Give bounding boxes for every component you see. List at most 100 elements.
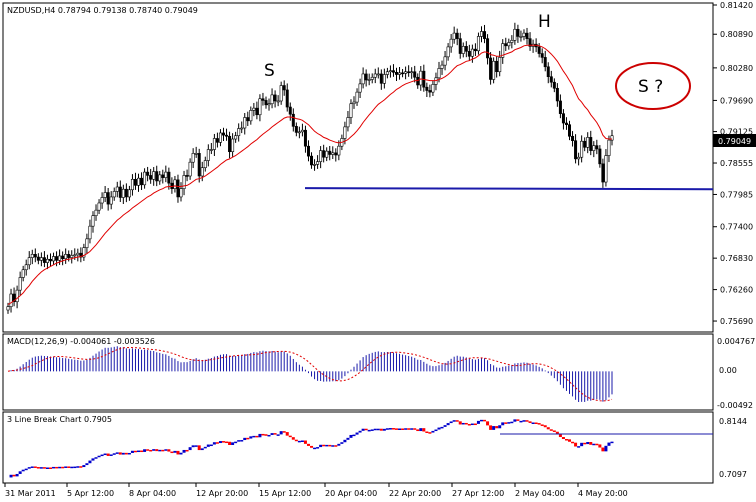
linebreak-block xyxy=(197,445,201,451)
linebreak-block xyxy=(112,453,116,455)
linebreak-block xyxy=(595,443,599,446)
candle-body xyxy=(164,171,168,178)
candle-body xyxy=(349,103,353,118)
linebreak-block xyxy=(382,428,386,431)
linebreak-block xyxy=(21,469,25,472)
linebreak-block xyxy=(313,447,317,450)
linebreak-block xyxy=(194,445,198,447)
candle-body xyxy=(188,161,192,177)
candle-body xyxy=(249,110,253,122)
candle-body xyxy=(586,137,590,148)
linebreak-block xyxy=(149,449,153,452)
linebreak-block xyxy=(486,421,490,426)
candle-body xyxy=(100,197,104,204)
linebreak-block xyxy=(464,422,468,425)
linebreak-block xyxy=(276,434,280,436)
linebreak-block xyxy=(361,428,365,431)
macd-title: MACD(12,26,9) -0.004061 -0.003526 xyxy=(7,337,155,346)
linebreak-block xyxy=(36,467,40,469)
linebreak-block xyxy=(413,428,417,430)
candle-body xyxy=(313,164,317,166)
xtick-label: 12 Apr 20:00 xyxy=(196,489,248,498)
candle-body xyxy=(243,117,247,129)
linebreak-block xyxy=(70,466,74,469)
candle-body xyxy=(91,215,95,227)
candle-body xyxy=(510,39,514,43)
candle-body xyxy=(449,38,453,48)
linebreak-block xyxy=(552,430,556,432)
linebreak-block xyxy=(580,442,584,447)
linebreak-block xyxy=(340,442,344,444)
candle-body xyxy=(461,46,465,54)
candle-body xyxy=(373,73,377,78)
macd-ytick-2: -0.00492 xyxy=(717,401,753,410)
candle-body xyxy=(73,254,77,257)
ytick-label: 0.80280 xyxy=(720,64,753,73)
linebreak-block xyxy=(12,474,16,477)
linebreak-block xyxy=(291,437,295,440)
linebreak-block xyxy=(398,428,402,430)
linebreak-block xyxy=(24,468,28,471)
candle-body xyxy=(580,140,584,158)
candle-body xyxy=(276,100,280,103)
candle-body xyxy=(504,43,508,47)
linebreak-block xyxy=(504,422,508,424)
candle-body xyxy=(607,139,611,156)
candle-body xyxy=(121,188,125,198)
candle-body xyxy=(252,107,256,111)
candle-body xyxy=(331,152,335,155)
linebreak-block xyxy=(9,474,13,478)
linebreak-block xyxy=(30,466,34,468)
linebreak-block xyxy=(55,466,59,469)
macd-signal-line xyxy=(7,346,613,402)
linebreak-block xyxy=(483,419,487,422)
linebreak-block xyxy=(297,440,301,443)
linebreak-block xyxy=(568,439,572,442)
lb-ytick-0: 0.8144 xyxy=(719,417,747,426)
candle-body xyxy=(173,179,177,189)
candle-body xyxy=(130,178,134,191)
linebreak-block xyxy=(18,471,22,474)
lb-ytick-1: 0.7097 xyxy=(719,470,747,479)
linebreak-block xyxy=(121,452,125,455)
candle-body xyxy=(355,91,359,103)
linebreak-block xyxy=(555,431,559,435)
linebreak-block xyxy=(513,419,517,422)
candle-body xyxy=(12,293,16,303)
linebreak-block xyxy=(182,449,186,453)
macd-histogram-group xyxy=(10,346,613,402)
candle-body xyxy=(537,46,541,54)
candle-body xyxy=(486,38,490,59)
candle-body xyxy=(334,152,338,156)
linebreak-block xyxy=(610,441,614,444)
linebreak-block xyxy=(82,465,86,468)
linebreak-block xyxy=(434,429,438,432)
candle-body xyxy=(495,60,499,73)
linebreak-block xyxy=(516,419,520,421)
linebreak-block xyxy=(407,428,411,430)
linebreak-block xyxy=(385,428,389,430)
linebreak-block xyxy=(522,420,526,422)
linebreak-block xyxy=(431,430,435,433)
linebreak-block xyxy=(355,432,359,435)
candle-body xyxy=(127,189,131,198)
candle-body xyxy=(137,177,141,186)
candle-body xyxy=(325,150,329,158)
xtick-label: 27 Apr 12:00 xyxy=(452,489,504,498)
candle-body xyxy=(440,64,444,69)
linebreak-block xyxy=(237,440,241,442)
linebreak-block xyxy=(64,466,68,468)
linebreak-block xyxy=(586,442,590,445)
linebreak-block xyxy=(58,466,62,469)
candle-body xyxy=(413,71,417,78)
candle-body xyxy=(546,66,550,78)
linebreak-block xyxy=(161,449,165,452)
linebreak-block xyxy=(543,425,547,428)
price-panel xyxy=(2,2,714,333)
candle-body xyxy=(434,77,438,85)
linebreak-block xyxy=(203,446,207,449)
xtick-label: 15 Apr 12:00 xyxy=(259,489,311,498)
candle-body xyxy=(55,256,59,261)
candle-body xyxy=(419,70,423,86)
